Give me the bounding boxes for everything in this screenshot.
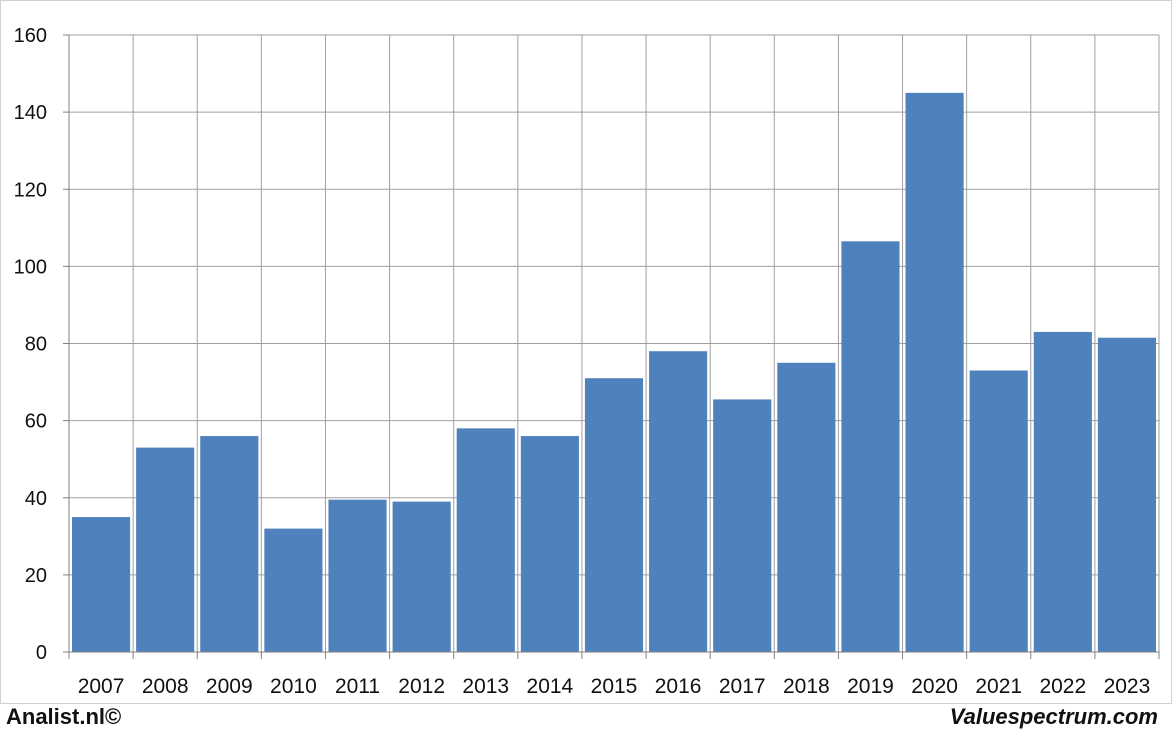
x-tick-label: 2017	[719, 675, 766, 698]
bar-2012	[392, 501, 451, 652]
bar-2007	[72, 517, 131, 652]
y-tick-label: 0	[36, 642, 47, 664]
x-tick-label: 2023	[1104, 675, 1151, 698]
bar-2023	[1097, 337, 1156, 652]
source-label: Analist.nl©	[6, 704, 122, 729]
brand-label: Valuespectrum.com	[949, 704, 1158, 729]
y-tick-label: 40	[25, 488, 47, 510]
y-tick-label: 160	[14, 25, 47, 47]
y-tick-label: 120	[14, 179, 47, 201]
x-tick-label: 2010	[270, 675, 317, 698]
bar-2021	[969, 370, 1028, 652]
x-tick-label: 2013	[462, 675, 509, 698]
chart-frame: 0 20 40 60 80 100 120 140 160 2007 2008 2009 2010 201…	[0, 0, 1172, 704]
x-tick-label: 2020	[911, 675, 958, 698]
bar-2018	[777, 362, 836, 652]
x-tick-label: 2019	[847, 675, 894, 698]
bar-2022	[1033, 331, 1092, 652]
bar-2020	[905, 92, 964, 652]
x-tick-label: 2007	[78, 675, 125, 698]
bar-2015	[584, 378, 644, 652]
bar-2010	[264, 528, 323, 652]
y-tick-label: 20	[25, 565, 47, 587]
bar-2008	[136, 447, 195, 652]
x-tick-label: 2009	[206, 675, 253, 698]
x-tick-label: 2008	[142, 675, 189, 698]
bar-2019	[841, 241, 900, 652]
y-tick-label: 140	[14, 102, 47, 124]
x-tick-label: 2016	[655, 675, 702, 698]
y-tick-label: 80	[25, 334, 47, 356]
x-tick-label: 2021	[975, 675, 1022, 698]
y-tick-label: 60	[25, 411, 47, 433]
bar-chart: 0 20 40 60 80 100 120 140 160 2007 2008 2009 2010 201…	[14, 25, 1160, 698]
x-tick-label: 2022	[1039, 675, 1086, 698]
x-tick-label: 2014	[527, 675, 574, 698]
x-tick-label: 2011	[335, 675, 380, 698]
x-tick-label: 2018	[783, 675, 830, 698]
y-tick-label: 100	[14, 256, 47, 278]
bar-2013	[456, 428, 515, 652]
bar-2014	[520, 436, 579, 652]
x-tick-label: 2015	[591, 675, 638, 698]
x-tick-label: 2012	[398, 675, 445, 698]
bar-2016	[649, 351, 708, 652]
bar-2011	[328, 499, 387, 652]
bar-2009	[200, 436, 259, 652]
bar-2017	[713, 399, 772, 652]
